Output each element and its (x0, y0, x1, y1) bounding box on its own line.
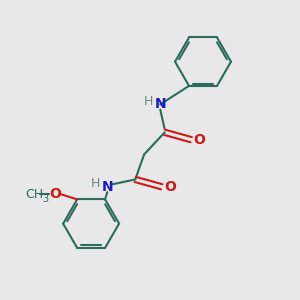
Text: O: O (194, 133, 206, 147)
Text: O: O (164, 180, 176, 194)
Text: 3: 3 (42, 194, 48, 204)
Text: N: N (154, 98, 166, 111)
Text: CH: CH (25, 188, 43, 201)
Text: H: H (143, 95, 153, 108)
Text: H: H (90, 177, 100, 190)
Text: N: N (101, 180, 113, 194)
Text: O: O (49, 187, 61, 201)
